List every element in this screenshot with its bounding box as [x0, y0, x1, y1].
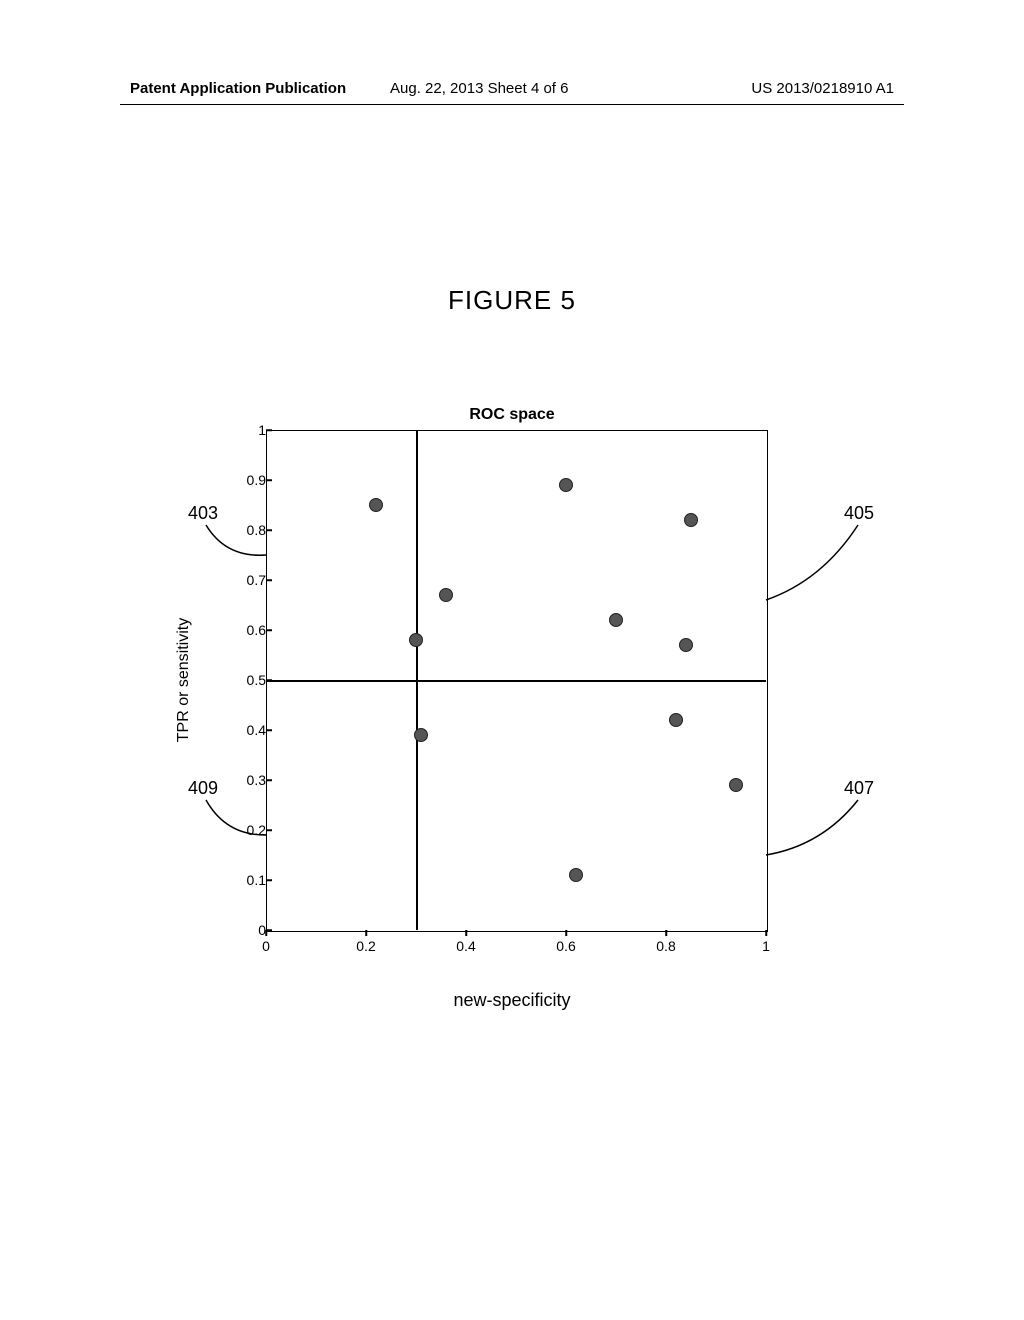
y-tick-mark — [266, 729, 272, 731]
data-point — [679, 638, 693, 652]
quadrant-label: 407 — [844, 778, 874, 799]
y-tick-mark — [266, 479, 272, 481]
data-point — [669, 713, 683, 727]
x-tick-mark — [365, 930, 367, 936]
y-tick-label: 0.6 — [244, 622, 266, 638]
quadrant-label: 403 — [188, 503, 218, 524]
data-point — [684, 513, 698, 527]
page-header: Patent Application Publication Aug. 22, … — [0, 80, 1024, 110]
y-tick-label: 0.5 — [244, 672, 266, 688]
x-tick-label: 0.4 — [456, 938, 475, 954]
y-tick-label: 0.1 — [244, 872, 266, 888]
y-tick-mark — [266, 929, 272, 931]
x-tick-mark — [765, 930, 767, 936]
x-tick-label: 0 — [262, 938, 270, 954]
y-tick-mark — [266, 529, 272, 531]
data-point — [369, 498, 383, 512]
data-point — [729, 778, 743, 792]
x-axis-label: new-specificity — [206, 990, 818, 1011]
x-tick-mark — [265, 930, 267, 936]
y-tick-mark — [266, 879, 272, 881]
y-tick-label: 0.8 — [244, 522, 266, 538]
header-rule — [120, 104, 904, 105]
quadrant-label: 409 — [188, 778, 218, 799]
y-tick-label: 1 — [244, 422, 266, 438]
x-tick-mark — [665, 930, 667, 936]
data-point — [609, 613, 623, 627]
header-center: Aug. 22, 2013 Sheet 4 of 6 — [390, 80, 568, 97]
figure-title: FIGURE 5 — [0, 285, 1024, 316]
y-tick-label: 0.9 — [244, 472, 266, 488]
data-point — [414, 728, 428, 742]
y-tick-label: 0.4 — [244, 722, 266, 738]
y-tick-mark — [266, 629, 272, 631]
x-tick-label: 0.8 — [656, 938, 675, 954]
x-tick-label: 0.6 — [556, 938, 575, 954]
y-tick-label: 0.7 — [244, 572, 266, 588]
y-tick-mark — [266, 779, 272, 781]
chart-title: ROC space — [206, 406, 818, 424]
y-tick-label: 0.3 — [244, 772, 266, 788]
leader-line — [762, 521, 862, 604]
y-axis-label: TPR or sensitivity — [175, 618, 193, 742]
roc-chart: ROC space TPR or sensitivity 00.10.20.30… — [206, 430, 818, 1010]
x-tick-mark — [465, 930, 467, 936]
x-tick-label: 0.2 — [356, 938, 375, 954]
y-tick-mark — [266, 829, 272, 831]
data-point — [559, 478, 573, 492]
x-tick-label: 1 — [762, 938, 770, 954]
y-tick-label: 0.2 — [244, 822, 266, 838]
leader-line — [762, 796, 862, 859]
x-tick-mark — [565, 930, 567, 936]
data-point — [409, 633, 423, 647]
quadrant-label: 405 — [844, 503, 874, 524]
data-point — [439, 588, 453, 602]
data-point — [569, 868, 583, 882]
header-right: US 2013/0218910 A1 — [751, 80, 894, 97]
crosshair-horizontal — [266, 680, 766, 682]
y-tick-mark — [266, 429, 272, 431]
y-tick-mark — [266, 579, 272, 581]
header-left: Patent Application Publication — [130, 80, 346, 97]
y-tick-label: 0 — [244, 922, 266, 938]
